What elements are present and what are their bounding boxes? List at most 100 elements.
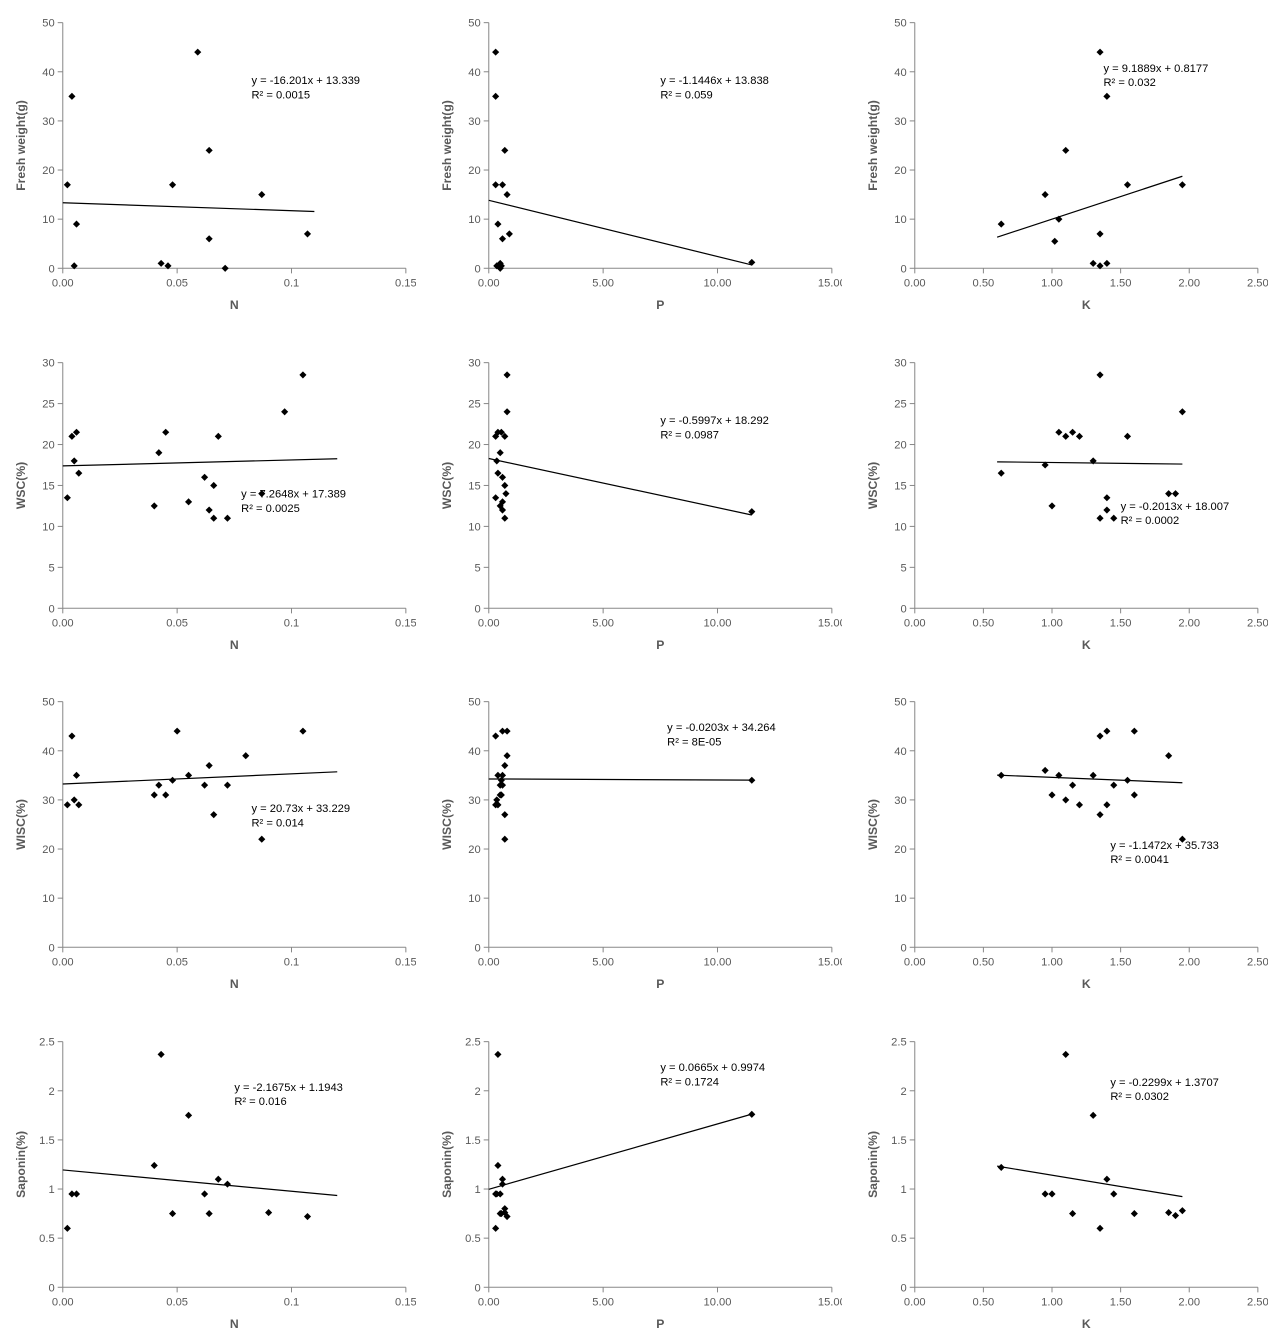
ytick-label: 30 bbox=[894, 357, 906, 369]
data-point bbox=[1124, 777, 1131, 784]
data-point bbox=[1179, 1207, 1186, 1214]
xtick-label: 0.00 bbox=[52, 278, 74, 290]
xtick-label: 10.00 bbox=[704, 1296, 732, 1308]
data-point bbox=[194, 49, 201, 56]
data-point bbox=[498, 791, 505, 798]
data-point bbox=[1062, 796, 1069, 803]
ytick-label: 0 bbox=[48, 942, 54, 954]
equation-label: y = -1.1446x + 13.838 bbox=[660, 75, 769, 87]
data-point bbox=[169, 1210, 176, 1217]
data-point bbox=[75, 469, 82, 476]
ytick-label: 5 bbox=[474, 562, 480, 574]
xtick-label: 0.00 bbox=[478, 957, 500, 969]
data-point bbox=[222, 265, 229, 272]
xtick-label: 0.1 bbox=[284, 1296, 300, 1308]
data-point bbox=[492, 732, 499, 739]
data-point bbox=[1096, 811, 1103, 818]
data-point bbox=[151, 791, 158, 798]
ytick-label: 0 bbox=[474, 603, 480, 615]
data-point bbox=[73, 221, 80, 228]
data-point bbox=[304, 230, 311, 237]
ytick-label: 40 bbox=[468, 67, 480, 79]
ytick-label: 5 bbox=[900, 562, 906, 574]
xtick-label: 1.50 bbox=[1110, 278, 1132, 290]
data-point bbox=[494, 1161, 501, 1168]
data-point bbox=[210, 481, 217, 488]
ytick-label: 0.5 bbox=[465, 1233, 481, 1245]
ytick-label: 20 bbox=[468, 165, 480, 177]
data-point bbox=[1103, 506, 1110, 513]
trend-line bbox=[489, 779, 752, 780]
data-point bbox=[224, 514, 231, 521]
data-point bbox=[71, 457, 78, 464]
r2-label: R² = 0.0302 bbox=[1110, 1091, 1169, 1103]
xtick-label: 1.50 bbox=[1110, 957, 1132, 969]
data-point bbox=[1179, 181, 1186, 188]
data-point bbox=[1069, 1210, 1076, 1217]
xtick-label: 0.50 bbox=[973, 957, 995, 969]
data-point bbox=[499, 235, 506, 242]
chart-svg: 010203040500.000.050.10.15NFresh weight(… bbox=[10, 10, 416, 320]
x-axis-label: K bbox=[1082, 1316, 1091, 1330]
r2-label: R² = 0.014 bbox=[251, 817, 303, 829]
ytick-label: 0 bbox=[474, 942, 480, 954]
xtick-label: 1.00 bbox=[1041, 278, 1063, 290]
ytick-label: 10 bbox=[894, 521, 906, 533]
ytick-label: 0 bbox=[48, 1282, 54, 1294]
data-point bbox=[201, 782, 208, 789]
ytick-label: 15 bbox=[468, 480, 480, 492]
xtick-label: 0.1 bbox=[284, 278, 300, 290]
data-point bbox=[73, 428, 80, 435]
data-point bbox=[185, 498, 192, 505]
xtick-label: 0.00 bbox=[52, 617, 74, 629]
data-point bbox=[1103, 93, 1110, 100]
data-point bbox=[1103, 728, 1110, 735]
xtick-label: 0.50 bbox=[973, 1296, 995, 1308]
x-axis-label: P bbox=[656, 298, 664, 312]
data-point bbox=[998, 469, 1005, 476]
ytick-label: 1 bbox=[900, 1184, 906, 1196]
data-point bbox=[494, 469, 501, 476]
data-point bbox=[206, 506, 213, 513]
x-axis-label: K bbox=[1082, 637, 1091, 651]
data-point bbox=[998, 1163, 1005, 1170]
data-point bbox=[506, 230, 513, 237]
data-point bbox=[242, 752, 249, 759]
chart-svg: 0510152025300.000.050.10.15NWSC(%)y = 7.… bbox=[10, 350, 416, 660]
x-axis-label: N bbox=[230, 298, 239, 312]
xtick-label: 2.50 bbox=[1247, 617, 1268, 629]
data-point bbox=[1179, 408, 1186, 415]
r2-label: R² = 0.0015 bbox=[251, 89, 310, 101]
x-axis-label: K bbox=[1082, 977, 1091, 991]
ytick-label: 1.5 bbox=[891, 1134, 907, 1146]
r2-label: R² = 0.0002 bbox=[1121, 515, 1180, 527]
ytick-label: 0 bbox=[900, 1282, 906, 1294]
ytick-label: 2 bbox=[48, 1085, 54, 1097]
data-point bbox=[224, 1180, 231, 1187]
r2-label: R² = 0.032 bbox=[1103, 77, 1155, 89]
data-point bbox=[1110, 514, 1117, 521]
xtick-label: 15.00 bbox=[818, 1296, 842, 1308]
xtick-label: 2.50 bbox=[1247, 957, 1268, 969]
data-point bbox=[1096, 49, 1103, 56]
data-point bbox=[1165, 490, 1172, 497]
data-point bbox=[504, 728, 511, 735]
ytick-label: 2.5 bbox=[465, 1036, 481, 1048]
chart-r3c3: 010203040500.000.501.001.502.002.50KWISC… bbox=[862, 689, 1268, 999]
ytick-label: 15 bbox=[42, 480, 54, 492]
data-point bbox=[64, 181, 71, 188]
ytick-label: 2.5 bbox=[39, 1036, 55, 1048]
xtick-label: 0.50 bbox=[973, 617, 995, 629]
chart-svg: 010203040500.000.501.001.502.002.50KFres… bbox=[862, 10, 1268, 320]
data-point bbox=[185, 1111, 192, 1118]
data-point bbox=[1051, 238, 1058, 245]
xtick-label: 2.00 bbox=[1178, 1296, 1200, 1308]
xtick-label: 0.00 bbox=[904, 957, 926, 969]
ytick-label: 50 bbox=[894, 18, 906, 30]
data-point bbox=[748, 777, 755, 784]
xtick-label: 1.00 bbox=[1041, 617, 1063, 629]
data-point bbox=[224, 782, 231, 789]
chart-svg: 010203040500.000.501.001.502.002.50KWISC… bbox=[862, 689, 1268, 999]
equation-label: y = 9.1889x + 0.8177 bbox=[1103, 63, 1208, 75]
x-axis-label: P bbox=[656, 1316, 664, 1330]
